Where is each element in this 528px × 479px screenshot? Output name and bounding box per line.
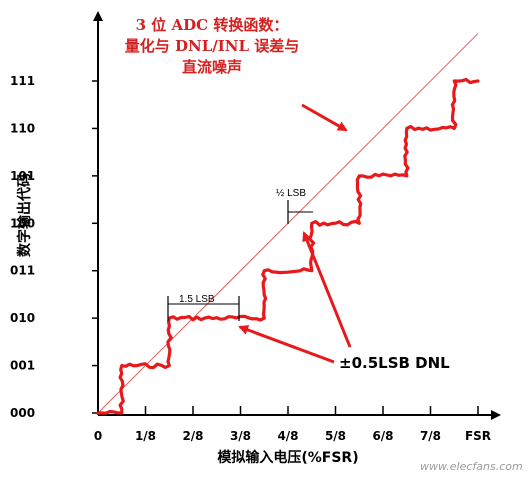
arrow-middle	[302, 231, 352, 348]
y-tick-label: 101	[10, 169, 35, 183]
y-tick-label: 010	[10, 311, 35, 325]
lsb-half-marker: ½ LSB	[276, 188, 313, 224]
y-tick-label: 001	[10, 359, 35, 373]
x-tick-label: 0	[94, 429, 102, 443]
x-tick-label: 6/8	[372, 429, 393, 443]
arrow-upper	[301, 103, 348, 132]
lsb-1-5-marker: 1.5 LSB	[167, 294, 240, 321]
chart-title-line-3: 直流噪声	[182, 58, 242, 76]
x-tick-label: 4/8	[277, 429, 298, 443]
x-tick-label: 7/8	[420, 429, 441, 443]
x-tick-label: 5/8	[325, 429, 346, 443]
lsb-half-label: ½ LSB	[276, 188, 306, 199]
series-line	[96, 77, 480, 415]
x-axis-title: 模拟输入电压(%FSR)	[217, 449, 358, 466]
y-tick-label: 111	[10, 74, 35, 88]
y-tick-label: 110	[10, 121, 35, 135]
dnl-label: ±0.5LSB DNL	[339, 354, 450, 372]
y-tick-group: 000 001 010 011 100 101 110 111	[10, 74, 98, 420]
x-tick-group: 0 1/8 2/8 3/8 4/8 5/8 6/8 7/8 FSR	[94, 406, 491, 443]
y-tick-label: 000	[10, 406, 35, 420]
watermark-text: www.elecfans.com	[420, 460, 523, 473]
arrow-lower	[238, 325, 335, 364]
x-tick-label: 2/8	[182, 429, 203, 443]
y-axis-title: 数字输出代码	[16, 173, 33, 257]
x-tick-label: 3/8	[230, 429, 251, 443]
y-tick-label: 011	[10, 264, 35, 278]
x-tick-label: 1/8	[135, 429, 156, 443]
y-tick-label: 100	[10, 216, 35, 230]
x-tick-label: FSR	[465, 429, 491, 443]
chart-title-line-1: 3 位 ADC 转换函数：	[136, 16, 289, 34]
chart-title-line-2: 量化与 DNL/INL 误差与	[125, 37, 299, 55]
lsb-1-5-label: 1.5 LSB	[179, 294, 215, 305]
